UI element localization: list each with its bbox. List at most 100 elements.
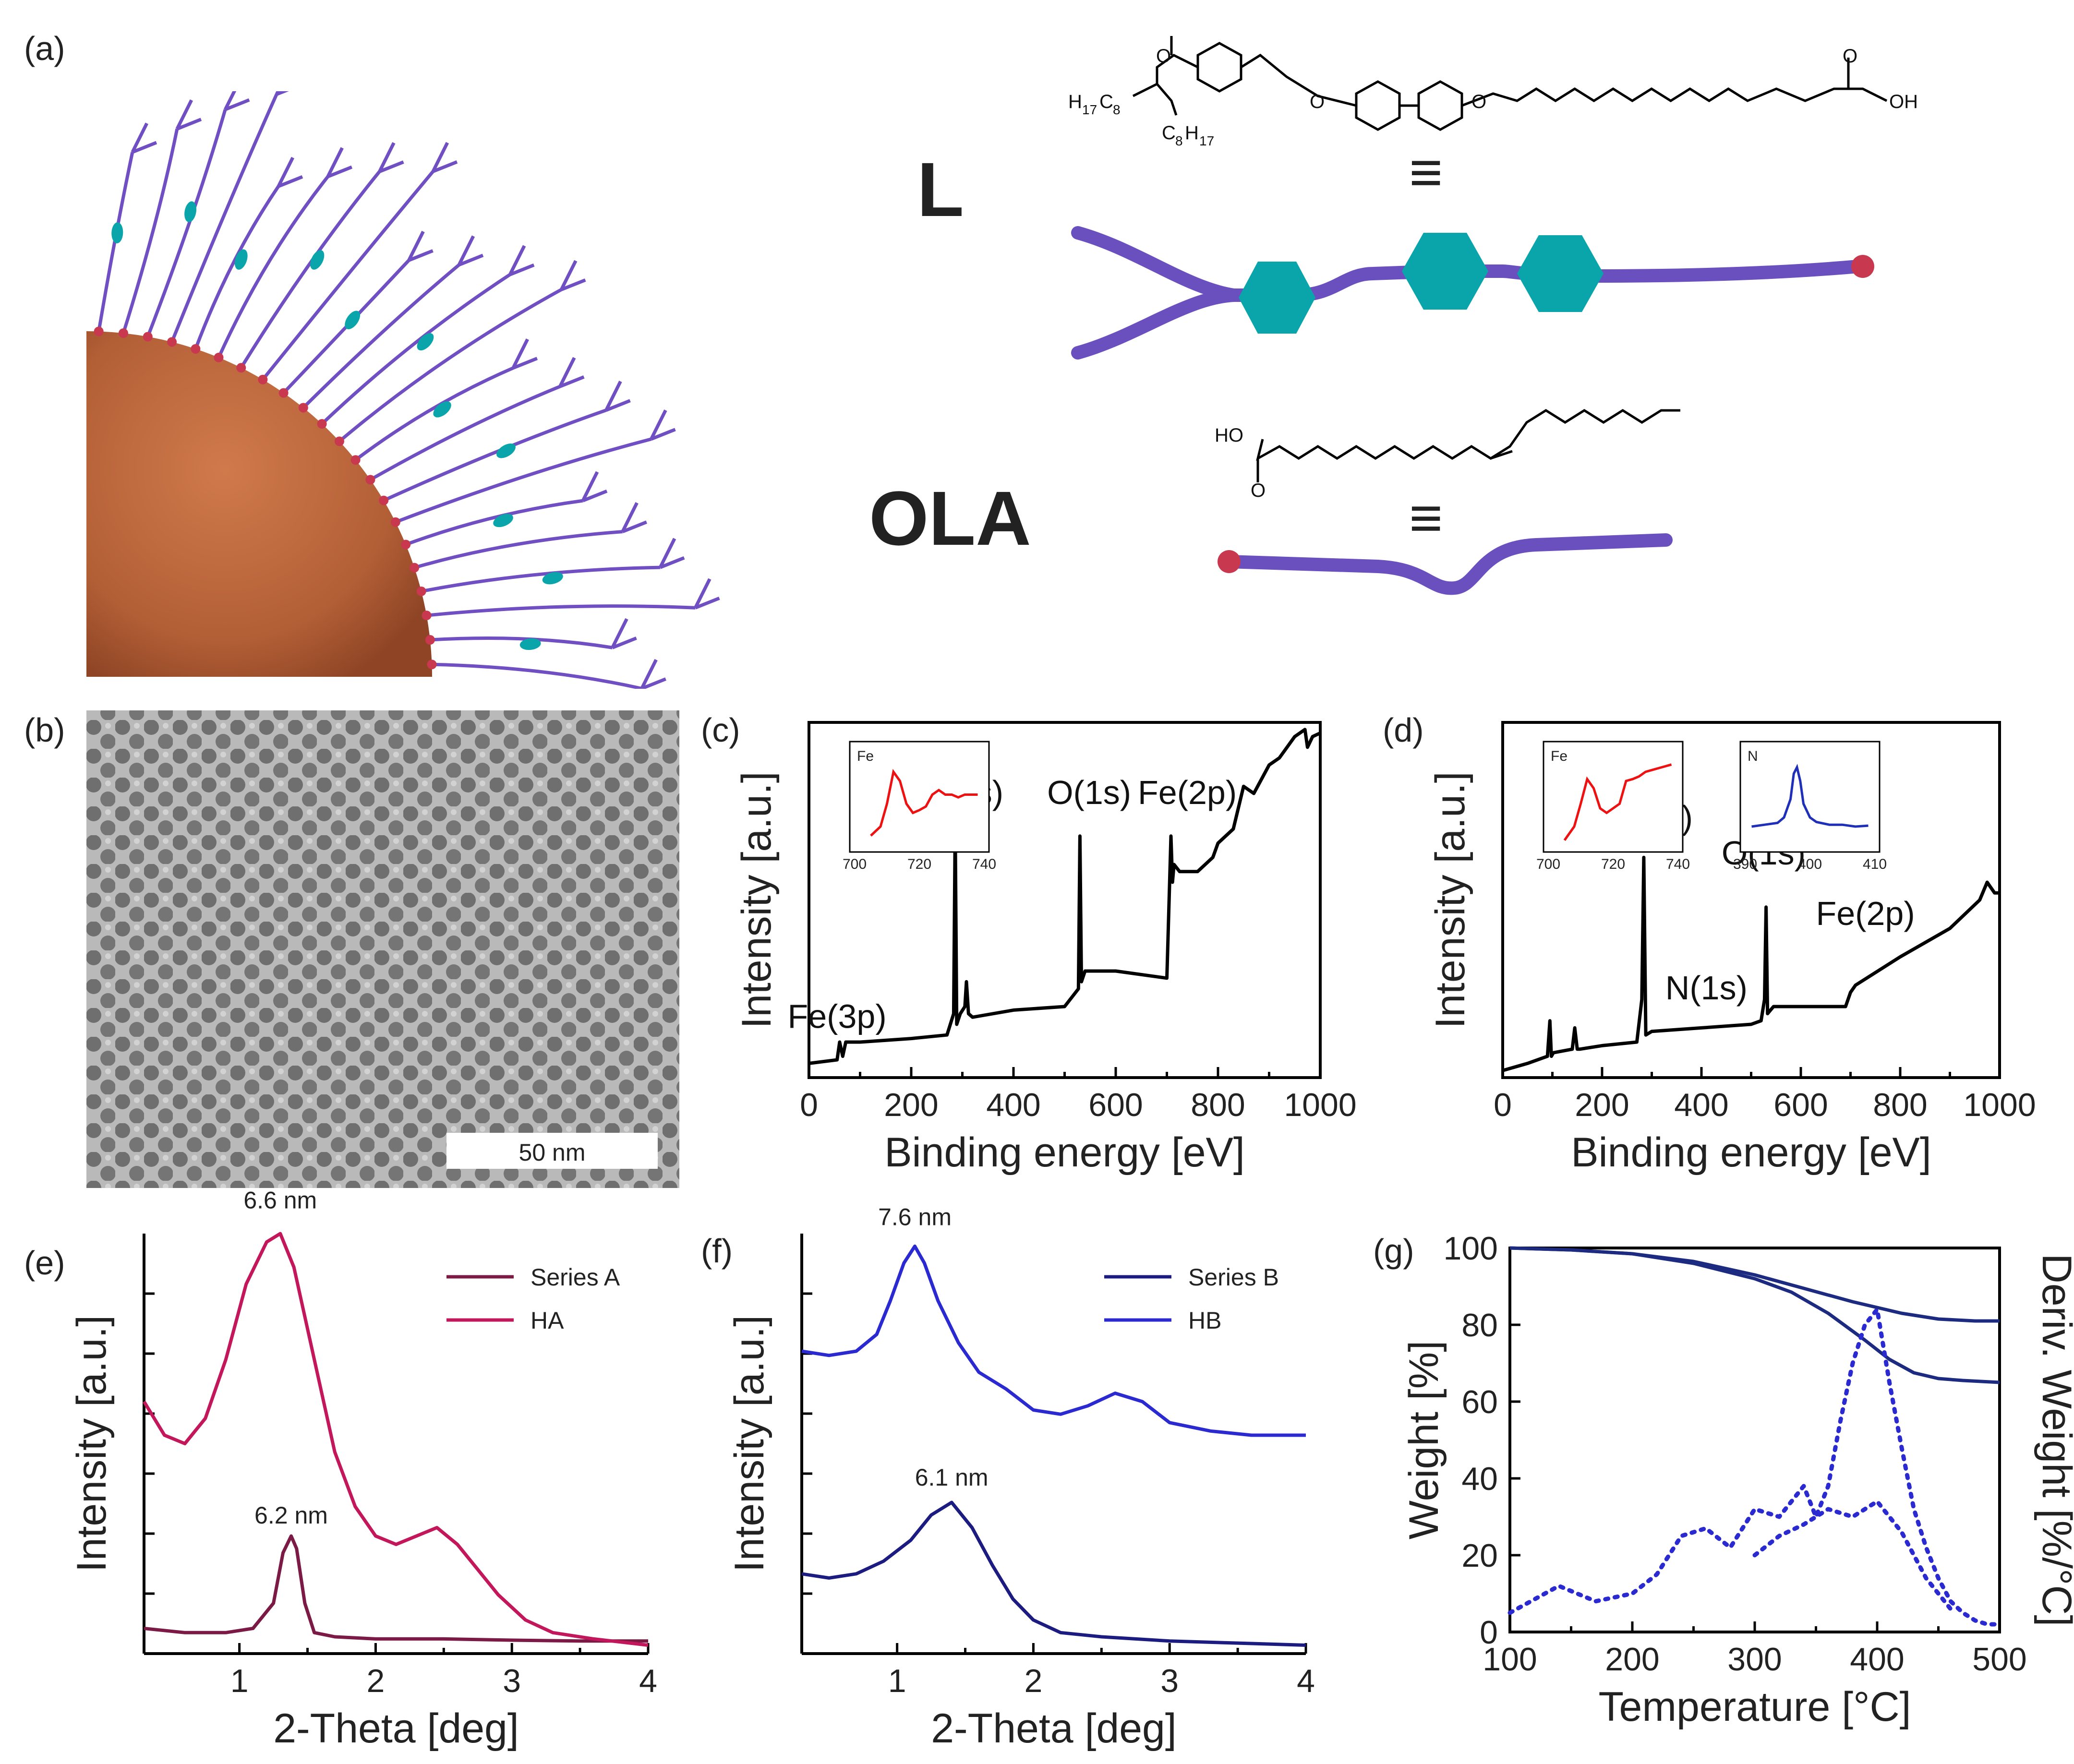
L-cartoon-ring-2 bbox=[1402, 233, 1488, 310]
ligand-chain bbox=[395, 409, 676, 524]
x-tick-label: 400 bbox=[1674, 1087, 1728, 1123]
c8-c: C bbox=[1099, 91, 1113, 112]
series-line-tga-1 bbox=[1509, 1246, 2000, 1323]
inset-frame bbox=[1543, 741, 1684, 853]
ether-link-1 bbox=[1240, 53, 1357, 107]
x-tick-label: 3 bbox=[1160, 1663, 1179, 1699]
ligand-headgroup bbox=[317, 419, 327, 429]
panel-f-label: (f) bbox=[701, 1232, 733, 1270]
chart-e: 1 2 3 4 2-Theta [deg] Intensity [a.u.] 6.6 nm 6… bbox=[69, 1187, 657, 1752]
oleic-chain bbox=[1256, 409, 1680, 461]
x-tick-label: 400 bbox=[1850, 1641, 1904, 1678]
ligand-headgroup bbox=[401, 540, 411, 550]
ligand-chain bbox=[369, 357, 585, 481]
ligand-ring bbox=[345, 311, 361, 329]
tem-image bbox=[86, 710, 679, 1188]
inset-label: Fe bbox=[1551, 748, 1568, 764]
peak-annotation: 7.6 nm bbox=[878, 1204, 952, 1231]
scale-bar bbox=[446, 1133, 658, 1169]
ligand-chain bbox=[430, 618, 637, 649]
peak-annotation: Fe(2p) bbox=[1138, 774, 1237, 811]
series-line-dtg-2 bbox=[1752, 1499, 1953, 1611]
benzene-ring-3 bbox=[1417, 80, 1463, 131]
y-axis-title: Intensity [a.u.] bbox=[1427, 771, 1473, 1028]
ligand-headgroup bbox=[167, 337, 177, 347]
y-axis-title: Intensity [a.u.] bbox=[726, 1315, 772, 1572]
x-tick-label: 800 bbox=[1191, 1087, 1245, 1123]
ligand-headgroup bbox=[278, 388, 289, 398]
ligand-shell bbox=[94, 91, 720, 689]
ligand-ring bbox=[519, 638, 541, 650]
x-tick-label: 0 bbox=[1494, 1087, 1512, 1123]
ligand-headgroup bbox=[94, 326, 104, 336]
series-line-survey bbox=[1502, 855, 2000, 1072]
x-tick-label: 600 bbox=[1088, 1087, 1143, 1123]
ligand-headgroup bbox=[258, 374, 268, 384]
ether-oxygen-2: O bbox=[1471, 91, 1486, 112]
x-tick-label: 2 bbox=[1025, 1663, 1043, 1699]
legend-f: Series B HB bbox=[1104, 1264, 1279, 1334]
y-axis-title: Weight [%] bbox=[1401, 1341, 1447, 1539]
peak-annotation: 6.1 nm bbox=[915, 1464, 989, 1491]
inset-series-line bbox=[1563, 763, 1672, 841]
ligand-chain bbox=[414, 502, 648, 569]
oleic-ho: HO bbox=[1215, 425, 1243, 446]
inset-tick-label: 740 bbox=[972, 856, 996, 872]
y-tick-label: 80 bbox=[1461, 1307, 1498, 1344]
inset-tick-label: 720 bbox=[1601, 856, 1625, 872]
inset-label: N bbox=[1748, 748, 1758, 764]
x-tick-label: 800 bbox=[1873, 1087, 1927, 1123]
panel-b: (b) 50 nm bbox=[24, 710, 679, 1188]
alkyl-bottom-label: C 8 H 17 bbox=[1162, 122, 1214, 148]
acid-oh: OH bbox=[1889, 91, 1918, 112]
ligand-OLA-structure: OLA HO O ≡ bbox=[869, 409, 1680, 595]
ligand-chain bbox=[97, 122, 157, 332]
ligand-headgroup bbox=[427, 660, 437, 670]
panel-c-label: (c) bbox=[701, 711, 740, 749]
inset-series-line bbox=[1751, 764, 1869, 828]
peak-annotation: 6.2 nm bbox=[254, 1502, 328, 1529]
x-tick-label: 300 bbox=[1727, 1641, 1782, 1678]
OLA-cartoon-chain bbox=[1222, 533, 1673, 595]
x-tick-label: 1 bbox=[230, 1663, 249, 1699]
ligand-L-structure: L O O O O OH H 17 C 8 C bbox=[917, 36, 1918, 360]
ligand-chain bbox=[217, 147, 353, 359]
ligand-chain bbox=[426, 578, 720, 617]
x-axis-title: 2-Theta [deg] bbox=[931, 1705, 1177, 1752]
x-tick-label: 1 bbox=[888, 1663, 906, 1699]
inset-fe: Fe 700 720 740 bbox=[843, 741, 996, 872]
panel-b-label: (b) bbox=[24, 711, 65, 749]
x-tick-label: 2 bbox=[367, 1663, 385, 1699]
peak-annotation: N(1s) bbox=[1665, 969, 1748, 1007]
ligand-headgroup bbox=[390, 517, 400, 527]
ligand-headgroup bbox=[365, 475, 375, 485]
ligand-headgroup bbox=[143, 332, 153, 342]
inset-n: N 390 400 410 bbox=[1733, 741, 1887, 872]
inset-tick-label: 700 bbox=[843, 856, 867, 872]
x-tick-label: 4 bbox=[639, 1663, 657, 1699]
ligand-headgroup bbox=[298, 403, 308, 413]
OLA-cartoon-headgroup bbox=[1218, 550, 1241, 573]
ligand-chain bbox=[432, 659, 666, 689]
branch-bond bbox=[1156, 83, 1178, 116]
L-cartoon-branches bbox=[1071, 226, 1241, 360]
y-axis-title: Intensity [a.u.] bbox=[734, 771, 780, 1028]
x-axis-title: Binding energy [eV] bbox=[884, 1129, 1245, 1176]
ligand-ring bbox=[111, 222, 123, 244]
legend-label: Series A bbox=[531, 1264, 620, 1291]
x-tick-label: 0 bbox=[800, 1087, 818, 1123]
inset-tick-label: 400 bbox=[1798, 856, 1822, 872]
x-tick-label: 1000 bbox=[1963, 1087, 2036, 1123]
inset-tick-label: 410 bbox=[1863, 856, 1887, 872]
ligand-headgroup bbox=[350, 455, 361, 465]
oleic-o: O bbox=[1251, 480, 1266, 501]
legend-label: HB bbox=[1188, 1307, 1221, 1334]
equiv-symbol-OLA: ≡ bbox=[1409, 486, 1443, 550]
legend-label: Series B bbox=[1188, 1264, 1279, 1291]
panel-g-label: (g) bbox=[1373, 1232, 1414, 1270]
h17-sub: 17 bbox=[1082, 102, 1097, 117]
panel-e-label: (e) bbox=[24, 1244, 65, 1282]
c8-bottom-c: C bbox=[1162, 122, 1176, 144]
